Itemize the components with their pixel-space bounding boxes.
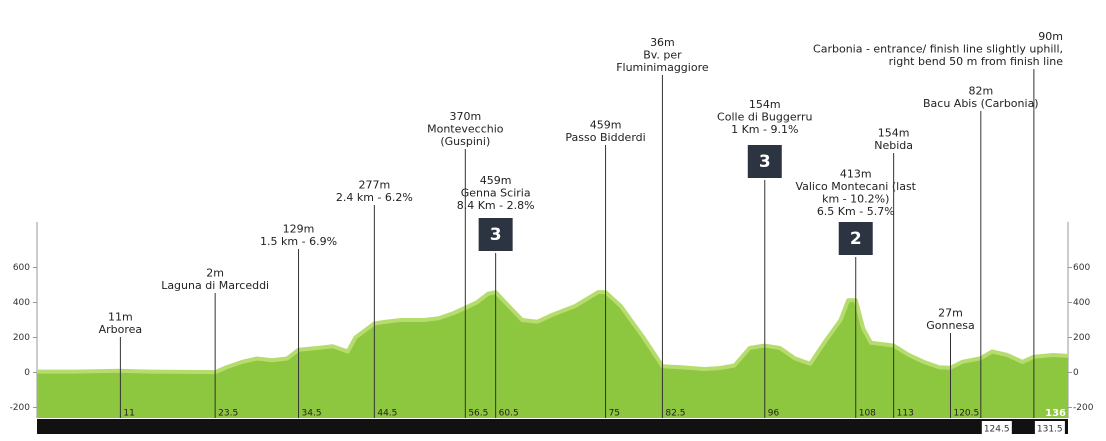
km-strip [37, 419, 1068, 434]
waypoint-label: 6.5 Km - 5.7% [817, 205, 895, 218]
waypoint-label: 27m [938, 307, 963, 320]
x-tick-label: 34.5 [302, 409, 322, 419]
waypoint-label: Bacu Abis (Carbonia) [923, 97, 1039, 110]
waypoint-label: Fluminimaggiore [616, 61, 709, 74]
y-tick-label: -200 [10, 403, 31, 413]
waypoint-label: Bv. per [643, 49, 682, 62]
climb-category: 3 [490, 225, 502, 245]
climb-badge [838, 222, 873, 255]
waypoint-label: 82m [968, 85, 993, 98]
waypoint-label: 1.5 km - 6.9% [260, 235, 337, 248]
waypoint-label: Laguna di Marceddi [161, 279, 269, 292]
waypoint-label: 129m [283, 223, 315, 236]
waypoint-label: 459m [590, 119, 622, 132]
waypoint-label: (Guspini) [440, 135, 490, 148]
x-tick-label: 82.5 [665, 409, 685, 419]
y-tick-label: 0 [24, 368, 30, 378]
climb-badge [478, 218, 513, 251]
waypoint-label: 11m [108, 311, 133, 324]
y-tick-label: 400 [1073, 298, 1090, 308]
km-box [1034, 421, 1065, 435]
waypoint-label: 459m [480, 174, 512, 187]
waypoint-label: 370m [449, 110, 481, 123]
x-tick-label: 60.5 [499, 409, 519, 419]
waypoint-label: Genna Sciria [461, 187, 531, 200]
waypoint-label: 1 Km - 9.1% [731, 123, 798, 136]
x-tick-label: 23.5 [218, 409, 238, 419]
waypoint-label: 413m [840, 168, 872, 181]
waypoint-label: 8.4 Km - 2.8% [457, 199, 535, 212]
y-tick-label: 400 [13, 298, 30, 308]
waypoint-label: 154m [749, 98, 781, 111]
waypoint-label: right bend 50 m from finish line [889, 55, 1064, 68]
climb-category: 3 [759, 152, 771, 172]
waypoint-label: Nebida [874, 139, 913, 152]
waypoint-label: Colle di Buggerru [717, 111, 812, 124]
waypoint-label: 277m [358, 179, 390, 192]
x-tick-label: 108 [859, 409, 876, 419]
waypoint-label: 36m [650, 36, 675, 49]
x-tick-label: 0 [40, 408, 47, 419]
x-tick-label: 124.5 [984, 425, 1010, 435]
waypoint-label: km - 10.2%) [822, 193, 889, 206]
x-tick-label: 44.5 [377, 409, 397, 419]
x-tick-label: 131.5 [1037, 425, 1063, 435]
waypoint-label: Gonnesa [926, 319, 974, 332]
waypoint-label: Valico Montecani (last [795, 180, 916, 193]
waypoint-label: 2.4 km - 6.2% [336, 191, 413, 204]
y-tick-label: 200 [13, 333, 30, 343]
x-tick-label: 11 [123, 409, 134, 419]
waypoint-label: 2m [206, 267, 224, 280]
waypoint-label: Arborea [99, 323, 143, 336]
x-tick-label: 75 [609, 409, 620, 419]
y-tick-label: 200 [1073, 333, 1090, 343]
waypoint-label: 154m [878, 127, 910, 140]
climb-badge [747, 145, 782, 178]
waypoint-label: Passo Bidderdi [565, 131, 645, 144]
x-tick-label: 96 [768, 409, 780, 419]
y-tick-label: -200 [1073, 403, 1094, 413]
waypoint-label: Carbonia - entrance/ finish line slightl… [813, 43, 1063, 56]
climb-category: 2 [850, 229, 862, 249]
x-tick-label: 136 [1045, 408, 1066, 419]
profile-area [37, 292, 1068, 418]
y-tick-label: 0 [1073, 368, 1079, 378]
x-tick-label: 113 [897, 409, 914, 419]
x-tick-label: 56.5 [468, 409, 488, 419]
y-tick-label: 600 [13, 263, 30, 273]
waypoint-label: Montevecchio [427, 123, 504, 136]
y-tick-label: 600 [1073, 263, 1090, 273]
waypoint-label: 90m [1038, 30, 1063, 43]
km-box [981, 421, 1012, 435]
x-tick-label: 120.5 [953, 409, 979, 419]
